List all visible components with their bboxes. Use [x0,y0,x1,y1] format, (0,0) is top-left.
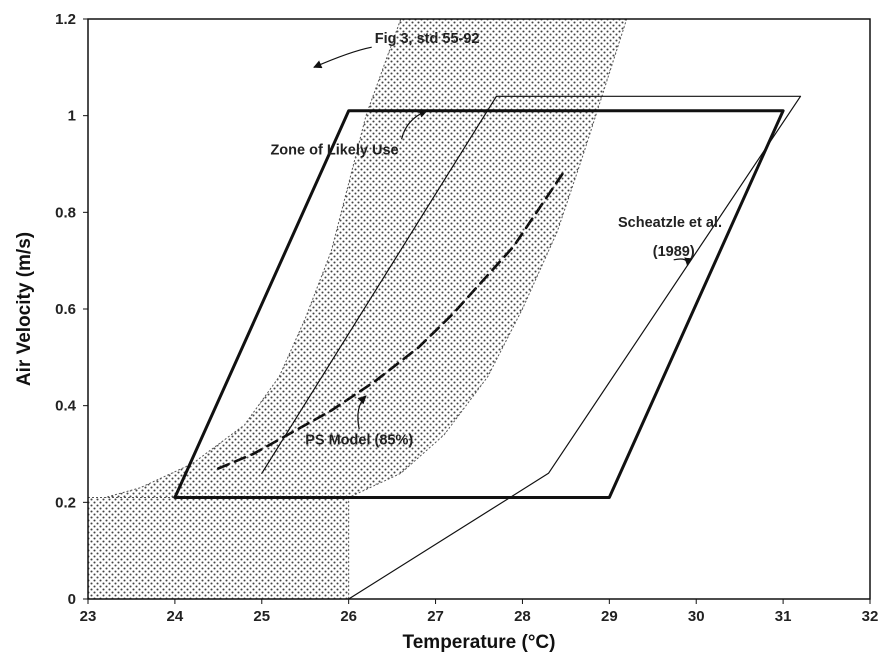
annotation-label: Fig 3, std 55-92 [375,31,480,47]
y-axis-title: Air Velocity (m/s) [14,232,35,386]
x-tick-label: 26 [340,608,357,625]
y-tick-label: 0.4 [55,398,77,415]
annotation-label: (1989) [653,244,695,260]
y-tick-label: 0 [68,591,76,608]
annotation-label: Zone of Likely Use [270,142,398,158]
zone-of-likely-use-line [173,109,785,499]
annotations: Fig 3, std 55-92 Zone of Likely Use Scheat… [270,31,722,448]
series-lines [173,95,802,599]
shaded-regions [88,19,628,599]
fig3-std-55-92-band [88,19,628,503]
x-tick-label: 29 [601,608,618,625]
annotation-arrow [401,109,428,140]
x-tick-label: 32 [862,608,879,625]
annotation-label: Scheatzle et al. [618,215,722,231]
annotation-arrow [313,46,372,69]
y-tick-label: 0.6 [55,301,76,318]
x-tick-label: 24 [167,608,184,625]
fig3-std-55-92-lower-block [88,497,350,599]
annotation-arrow [357,395,367,430]
axes: 23 24 25 26 27 28 29 30 31 32 0 0.2 0.4 0.6 0.8 1 1.2 [55,11,878,625]
x-tick-label: 23 [80,608,97,625]
x-tick-label: 31 [775,608,792,625]
y-tick-label: 1.2 [55,11,76,28]
ps-model-85-line [217,167,568,470]
y-tick-label: 1 [68,108,76,125]
x-tick-label: 30 [688,608,705,625]
x-axis-title: Temperature (°C) [403,632,556,653]
y-tick-label: 0.2 [55,494,76,511]
y-tick-label: 0.8 [55,204,76,221]
x-tick-label: 27 [427,608,444,625]
x-tick-label: 28 [514,608,531,625]
x-tick-label: 25 [253,608,270,625]
annotation-label: PS Model (85%) [305,432,413,448]
annotation-arrow [673,257,693,267]
scheatzle-1989-line [261,95,802,599]
